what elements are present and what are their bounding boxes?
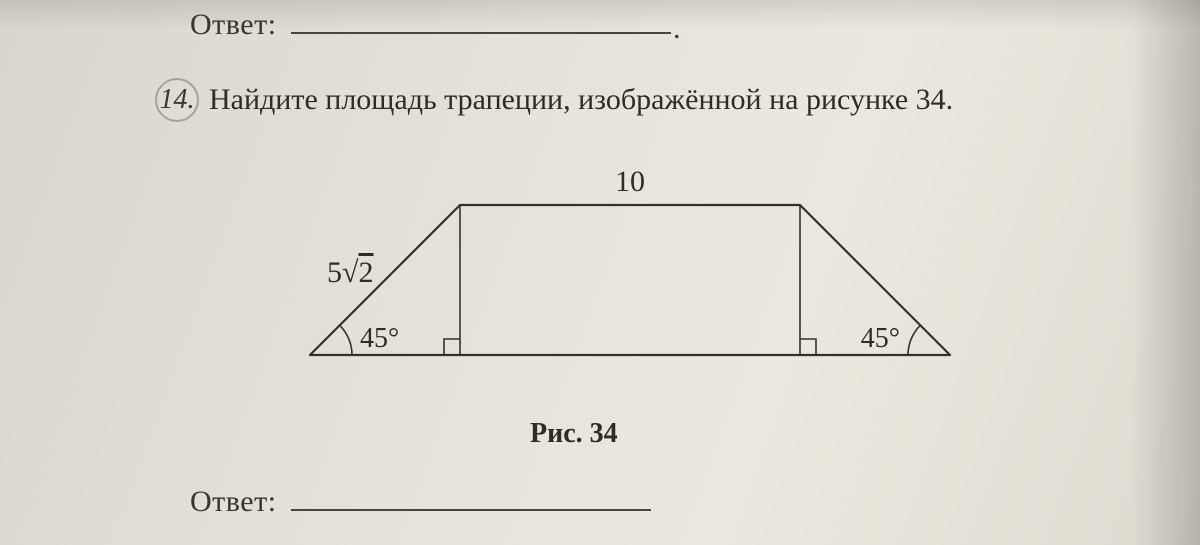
right-angle-mark-left xyxy=(444,339,460,355)
angle-arc-left xyxy=(340,325,352,355)
figure-caption: Рис. 34 xyxy=(530,418,618,450)
page-right-shadow xyxy=(1130,0,1200,545)
problem-number: 14. xyxy=(155,78,199,122)
answer-terminator-dot: . xyxy=(673,12,681,46)
trapezoid-outline xyxy=(310,205,950,355)
answer-label-bottom: Ответ: xyxy=(190,485,277,519)
right-angle-mark-right xyxy=(800,339,816,355)
angle-arc-right xyxy=(908,325,920,355)
label-right-angle: 45° xyxy=(861,323,900,354)
answer-row-bottom: Ответ: xyxy=(190,485,651,519)
label-top-side: 10 xyxy=(615,165,645,198)
answer-blank-line-top[interactable]: . xyxy=(291,18,671,34)
label-left-angle: 45° xyxy=(360,323,399,354)
label-left-leg: 5√2 xyxy=(327,256,373,289)
problem-text: Найдите площадь трапеции, изображённой н… xyxy=(209,83,953,117)
answer-row-top: Ответ: . xyxy=(190,8,671,42)
answer-blank-line-bottom[interactable] xyxy=(291,495,651,511)
problem-row: 14. Найдите площадь трапеции, изображённ… xyxy=(155,78,953,122)
trapezoid-figure: 10 5√2 45° 45° xyxy=(250,145,1010,405)
answer-label-top: Ответ: xyxy=(190,8,277,42)
